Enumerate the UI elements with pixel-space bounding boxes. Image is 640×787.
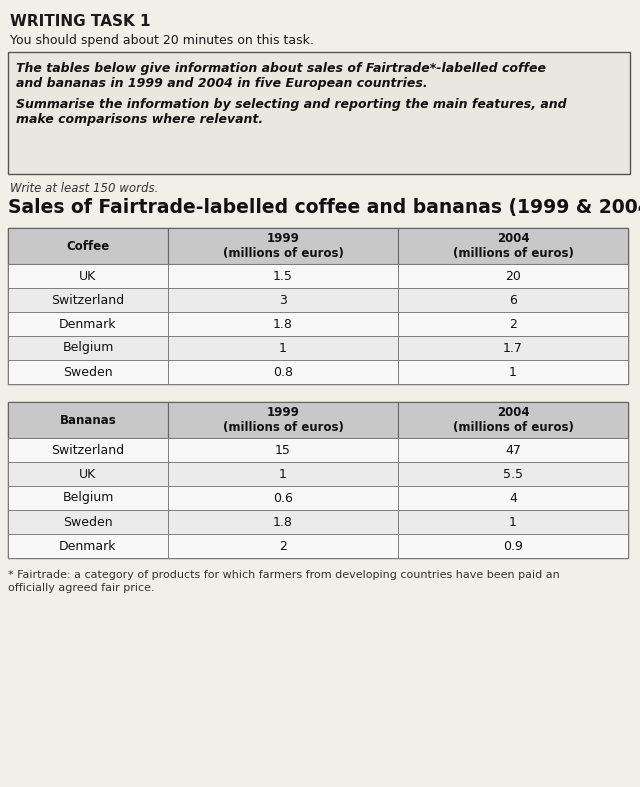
- Text: 2: 2: [509, 317, 517, 331]
- Text: Sweden: Sweden: [63, 515, 113, 529]
- Bar: [8, 486, 168, 510]
- Bar: [398, 336, 628, 360]
- Text: 1.8: 1.8: [273, 515, 293, 529]
- Bar: [168, 534, 398, 558]
- Bar: [8, 534, 168, 558]
- Text: Denmark: Denmark: [60, 317, 116, 331]
- Text: Sales of Fairtrade-labelled coffee and bananas (1999 & 2004): Sales of Fairtrade-labelled coffee and b…: [8, 198, 640, 217]
- Bar: [8, 510, 168, 534]
- Bar: [398, 312, 628, 336]
- Text: Bananas: Bananas: [60, 413, 116, 427]
- Text: 1: 1: [509, 515, 517, 529]
- Text: 1.5: 1.5: [273, 269, 293, 283]
- Text: 15: 15: [275, 444, 291, 456]
- Bar: [398, 534, 628, 558]
- Text: The tables below give information about sales of Fairtrade*-labelled coffee: The tables below give information about …: [16, 62, 546, 75]
- Bar: [168, 228, 398, 264]
- Text: Summarise the information by selecting and reporting the main features, and: Summarise the information by selecting a…: [16, 98, 566, 111]
- Bar: [8, 52, 630, 174]
- Text: 0.9: 0.9: [503, 540, 523, 552]
- Text: Coffee: Coffee: [67, 239, 109, 253]
- Text: Belgium: Belgium: [62, 492, 114, 504]
- Bar: [398, 228, 628, 264]
- Bar: [168, 510, 398, 534]
- Text: 1: 1: [279, 342, 287, 354]
- Bar: [8, 264, 168, 288]
- Bar: [398, 438, 628, 462]
- Bar: [168, 402, 398, 438]
- Text: 47: 47: [505, 444, 521, 456]
- Bar: [8, 462, 168, 486]
- Bar: [168, 360, 398, 384]
- Bar: [8, 288, 168, 312]
- Bar: [8, 438, 168, 462]
- Bar: [398, 486, 628, 510]
- Bar: [8, 312, 168, 336]
- Text: 1999
(millions of euros): 1999 (millions of euros): [223, 405, 344, 434]
- Bar: [8, 402, 628, 558]
- Text: officially agreed fair price.: officially agreed fair price.: [8, 583, 155, 593]
- Text: Write at least 150 words.: Write at least 150 words.: [10, 182, 158, 195]
- Text: UK: UK: [79, 467, 97, 481]
- Bar: [8, 402, 168, 438]
- Text: 2004
(millions of euros): 2004 (millions of euros): [452, 405, 573, 434]
- Bar: [168, 288, 398, 312]
- Text: 3: 3: [279, 294, 287, 306]
- Text: Belgium: Belgium: [62, 342, 114, 354]
- Text: 2004
(millions of euros): 2004 (millions of euros): [452, 231, 573, 260]
- Bar: [168, 462, 398, 486]
- Text: 2: 2: [279, 540, 287, 552]
- Bar: [168, 336, 398, 360]
- Bar: [398, 288, 628, 312]
- Text: 1: 1: [509, 365, 517, 379]
- Text: 1: 1: [279, 467, 287, 481]
- Bar: [8, 360, 168, 384]
- Text: 5.5: 5.5: [503, 467, 523, 481]
- Text: make comparisons where relevant.: make comparisons where relevant.: [16, 113, 263, 126]
- Text: Denmark: Denmark: [60, 540, 116, 552]
- Text: UK: UK: [79, 269, 97, 283]
- Text: 0.6: 0.6: [273, 492, 293, 504]
- Bar: [8, 336, 168, 360]
- Bar: [398, 264, 628, 288]
- Text: 1999
(millions of euros): 1999 (millions of euros): [223, 231, 344, 260]
- Bar: [8, 228, 168, 264]
- Text: 6: 6: [509, 294, 517, 306]
- Text: Sweden: Sweden: [63, 365, 113, 379]
- Text: 0.8: 0.8: [273, 365, 293, 379]
- Bar: [168, 438, 398, 462]
- Text: * Fairtrade: a category of products for which farmers from developing countries : * Fairtrade: a category of products for …: [8, 570, 560, 580]
- Bar: [398, 360, 628, 384]
- Text: and bananas in 1999 and 2004 in five European countries.: and bananas in 1999 and 2004 in five Eur…: [16, 77, 428, 90]
- Bar: [168, 264, 398, 288]
- Text: WRITING TASK 1: WRITING TASK 1: [10, 14, 150, 29]
- Bar: [398, 462, 628, 486]
- Text: You should spend about 20 minutes on this task.: You should spend about 20 minutes on thi…: [10, 34, 314, 47]
- Text: 1.8: 1.8: [273, 317, 293, 331]
- Text: 1.7: 1.7: [503, 342, 523, 354]
- Bar: [398, 402, 628, 438]
- Text: Switzerland: Switzerland: [51, 294, 125, 306]
- Text: Switzerland: Switzerland: [51, 444, 125, 456]
- Text: 4: 4: [509, 492, 517, 504]
- Bar: [168, 486, 398, 510]
- Text: 20: 20: [505, 269, 521, 283]
- Bar: [8, 228, 628, 384]
- Bar: [168, 312, 398, 336]
- Bar: [398, 510, 628, 534]
